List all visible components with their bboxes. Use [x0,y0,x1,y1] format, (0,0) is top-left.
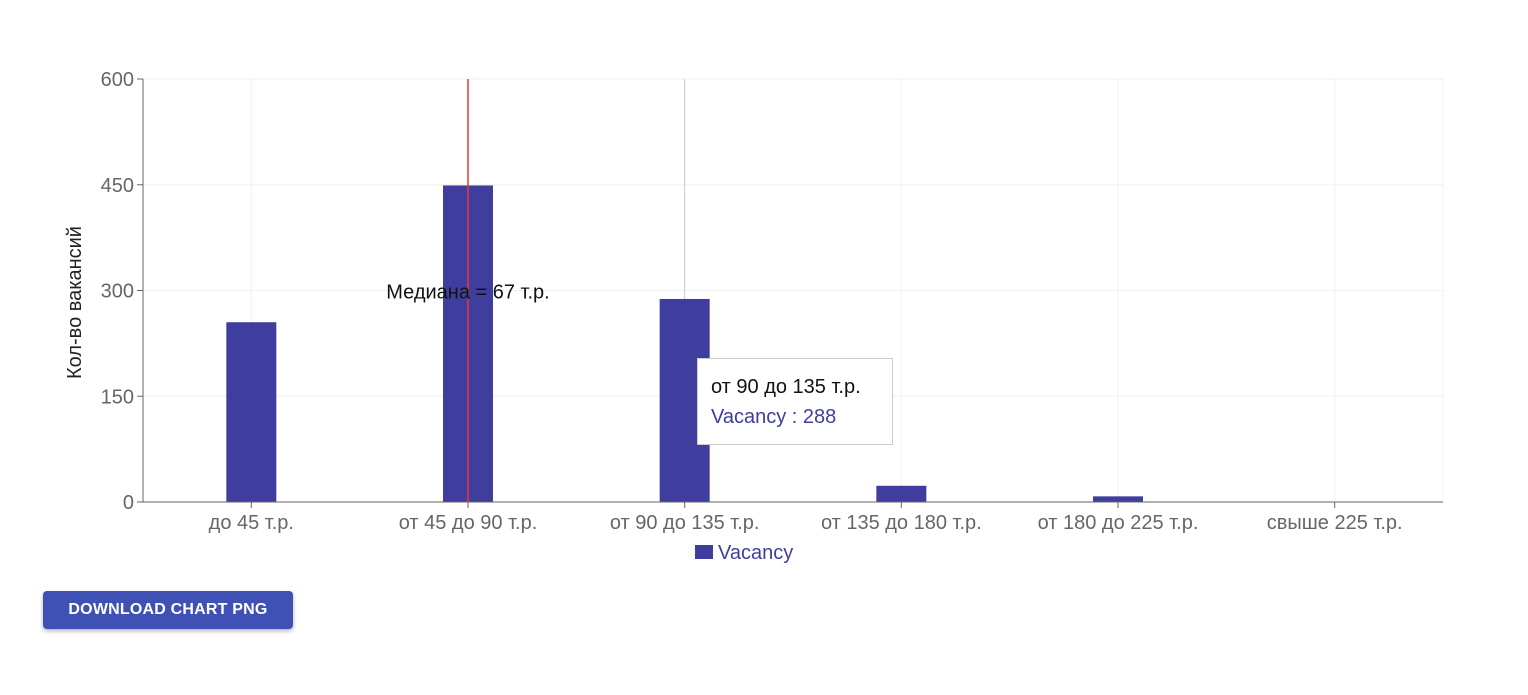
x-tick-label: свыше 225 т.р. [1267,512,1403,534]
y-tick-label: 0 [123,492,134,514]
x-tick-label: от 45 до 90 т.р. [399,512,538,534]
y-tick-label: 150 [101,386,134,408]
download-chart-button[interactable]: DOWNLOAD CHART PNG [43,591,293,629]
chart-area: 0 150 300 450 600 до 45 т.р. от 45 до 90 т.р. о… [64,69,1444,564]
y-tick-label: 300 [101,281,134,303]
legend-label: Vacancy [718,542,793,564]
tooltip-value: Vacancy : 288 [711,406,837,428]
bar-5 [1093,496,1143,502]
x-tick-label: от 90 до 135 т.р. [610,512,760,534]
y-tick-label: 600 [101,69,134,91]
chart-tooltip: от 90 до 135 т.р. Vacancy : 288 [697,358,893,445]
y-tick-label: 450 [101,175,134,197]
bar-1 [226,322,277,502]
vacancy-bar-chart: 0 150 300 450 600 до 45 т.р. от 45 до 90 т.р. о… [64,69,1444,564]
x-tick-label: от 180 до 225 т.р. [1038,512,1199,534]
x-tick-label: до 45 т.р. [209,512,294,534]
y-axis-title: Кол-во вакансий [64,226,86,379]
x-tick-label: от 135 до 180 т.р. [821,512,982,534]
median-label: Медиана = 67 т.р. [386,282,549,304]
legend-swatch [695,545,713,559]
tooltip-title: от 90 до 135 т.р. [711,376,861,398]
bar-4 [876,485,927,502]
